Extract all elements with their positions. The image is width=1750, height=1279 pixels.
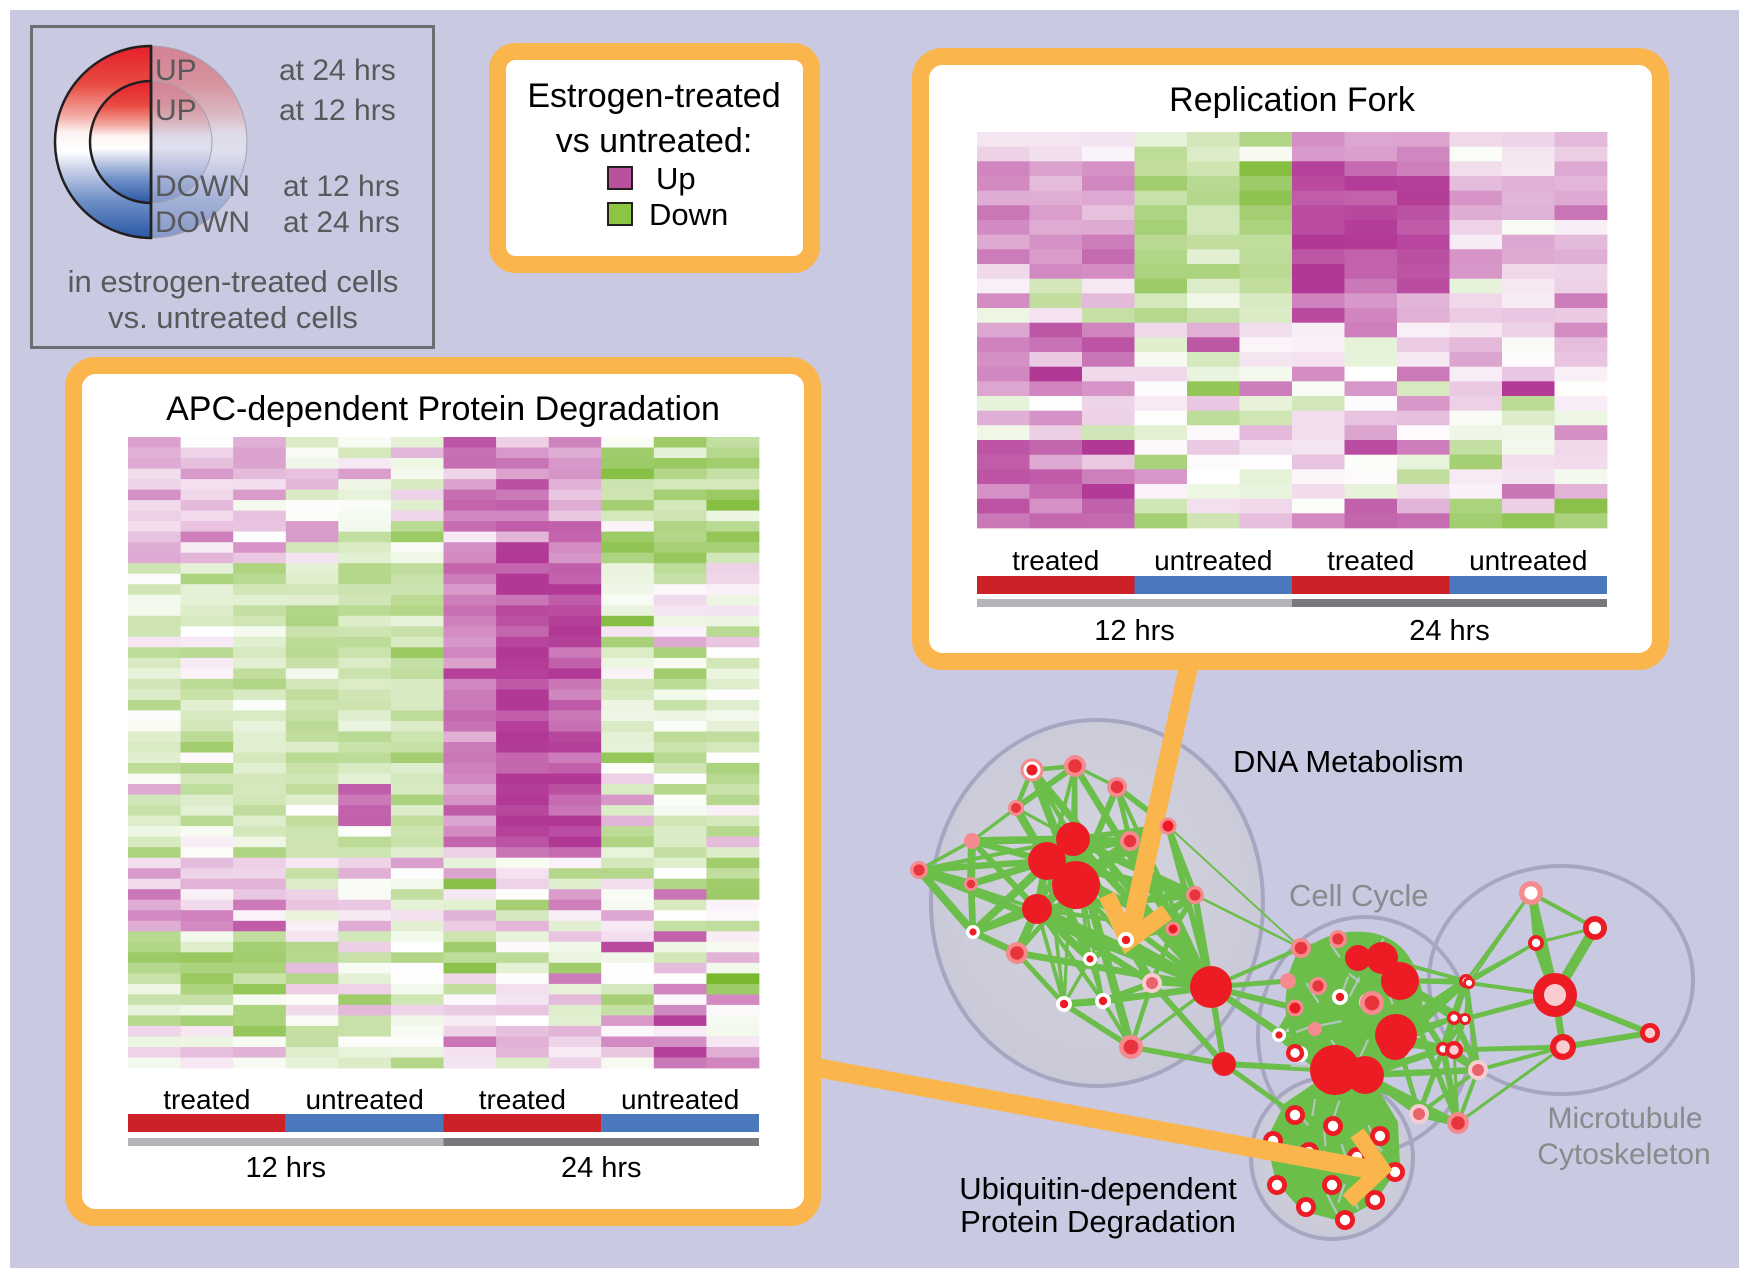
svg-text:Replication Fork: Replication Fork: [1169, 81, 1416, 119]
svg-text:DOWN: DOWN: [155, 170, 250, 203]
svg-text:at 12 hrs: at 12 hrs: [279, 94, 396, 127]
svg-text:12 hrs: 12 hrs: [1094, 615, 1175, 647]
svg-text:UP: UP: [155, 54, 197, 87]
svg-text:in estrogen-treated cells: in estrogen-treated cells: [68, 264, 399, 299]
svg-text:treated: treated: [1327, 545, 1414, 576]
svg-text:at 12 hrs: at 12 hrs: [283, 170, 400, 203]
svg-text:vs untreated:: vs untreated:: [556, 122, 753, 160]
svg-text:UP: UP: [155, 94, 197, 127]
svg-text:treated: treated: [1012, 545, 1099, 576]
svg-text:untreated: untreated: [621, 1084, 739, 1115]
svg-text:Microtubule: Microtubule: [1547, 1102, 1702, 1135]
svg-text:treated: treated: [479, 1084, 566, 1115]
svg-text:APC-dependent Protein Degradat: APC-dependent Protein Degradation: [166, 390, 720, 428]
svg-text:Up: Up: [656, 161, 696, 196]
svg-text:Ubiquitin-dependent: Ubiquitin-dependent: [959, 1171, 1237, 1206]
svg-text:Cytoskeleton: Cytoskeleton: [1537, 1138, 1710, 1171]
svg-text:12 hrs: 12 hrs: [245, 1152, 326, 1184]
svg-text:vs. untreated cells: vs. untreated cells: [108, 300, 358, 335]
svg-text:24 hrs: 24 hrs: [561, 1152, 642, 1184]
svg-text:Cell Cycle: Cell Cycle: [1289, 878, 1429, 913]
svg-text:DNA Metabolism: DNA Metabolism: [1233, 744, 1464, 779]
svg-text:treated: treated: [163, 1084, 250, 1115]
svg-text:untreated: untreated: [1469, 545, 1587, 576]
svg-text:24 hrs: 24 hrs: [1409, 615, 1490, 647]
svg-text:at 24 hrs: at 24 hrs: [279, 54, 396, 87]
svg-text:DOWN: DOWN: [155, 206, 250, 239]
svg-text:at 24 hrs: at 24 hrs: [283, 206, 400, 239]
svg-text:Estrogen-treated: Estrogen-treated: [527, 77, 780, 115]
svg-text:Protein Degradation: Protein Degradation: [960, 1204, 1236, 1239]
svg-text:untreated: untreated: [305, 1084, 423, 1115]
svg-text:untreated: untreated: [1154, 545, 1272, 576]
svg-text:Down: Down: [649, 197, 728, 232]
